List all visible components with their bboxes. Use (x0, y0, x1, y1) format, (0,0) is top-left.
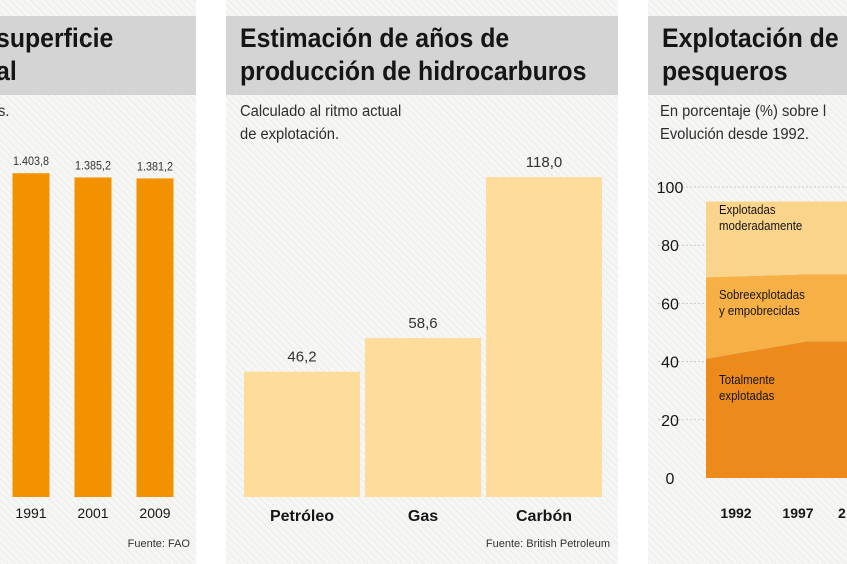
series-label: Totalmente explotadas (719, 372, 775, 403)
area-series-0 (706, 341, 847, 478)
y-tick-label: 100 (657, 180, 684, 197)
hydrocarbon-category-label: Petróleo (270, 508, 334, 525)
fao-category-label: 2009 (139, 505, 170, 521)
hydrocarbon-bar-2 (486, 177, 602, 497)
hydrocarbon-category-label: Carbón (516, 508, 572, 525)
area-series-2 (706, 201, 847, 278)
series-label: Explotadas moderadamente (719, 202, 802, 233)
fisheries-panel: Explotación de l pesqueros En porcentaje… (648, 0, 847, 564)
hydrocarbon-category-label: Gas (408, 508, 438, 525)
fisheries-title: Explotación de l pesqueros (662, 23, 847, 86)
hydrocarbon-value-label: 58,6 (408, 315, 437, 332)
hydrocarbon-title-bar: Estimación de años de producción de hidr… (226, 16, 618, 95)
y-tick-label: 0 (666, 471, 675, 488)
hydrocarbon-subtitle: Calculado al ritmo actual de explotación… (240, 103, 402, 143)
fao-value-label: 1.381,2 (137, 161, 173, 174)
x-axis-label: 1992 (720, 505, 751, 521)
fao-category-label: 1991 (15, 505, 46, 521)
hydrocarbon-title: Estimación de años de producción de hidr… (240, 23, 587, 86)
hydrocarbon-value-label: 118,0 (526, 154, 562, 171)
fisheries-title-bar: Explotación de l pesqueros (648, 16, 847, 95)
hydrocarbon-bar-1 (365, 338, 481, 497)
y-tick-label: 80 (661, 238, 679, 255)
fisheries-area-chart: 100 80 60 40 20 0 Totalmente explotadas Sobreexp… (657, 180, 847, 521)
fao-panel: superficie al s. 1.403,819911.385,220011… (0, 0, 196, 564)
fao-subtitle: s. (0, 103, 10, 120)
hydrocarbon-bar-chart: 46,2 Petróleo 58,6 Gas 118,0 Carbón (244, 154, 602, 525)
fao-value-label: 1.385,2 (75, 160, 111, 173)
x-axis-label: 1997 (782, 505, 813, 521)
hydrocarbon-value-label: 46,2 (287, 349, 316, 366)
hydrocarbon-source: Fuente: British Petroleum (485, 538, 610, 550)
fao-value-label: 1.403,8 (13, 156, 49, 169)
hydrocarbon-bar-0 (244, 371, 360, 497)
y-tick-label: 20 (661, 413, 679, 430)
fisheries-subtitle: En porcentaje (%) sobre l Evolución desd… (660, 103, 827, 143)
fao-source: Fuente: FAO (127, 538, 190, 550)
area-series-1 (706, 274, 847, 359)
fao-title: superficie al (0, 23, 114, 86)
fao-bar-1991 (12, 173, 50, 498)
y-tick-label: 40 (661, 355, 679, 372)
fao-category-label: 2001 (77, 505, 108, 521)
series-label: Sobreexplotadas y empobrecidas (719, 287, 805, 318)
fao-bar-2001 (74, 177, 112, 497)
fao-bar-2009 (136, 178, 174, 497)
x-axis-label-partial: 2 (838, 505, 846, 521)
hydrocarbon-panel: Estimación de años de producción de hidr… (226, 0, 618, 564)
y-tick-label: 60 (661, 296, 679, 313)
fao-title-bar: superficie al (0, 16, 196, 95)
fao-bar-chart: 1.403,8 1991 1.385,2 2001 1.381,2 2009 (12, 156, 174, 521)
